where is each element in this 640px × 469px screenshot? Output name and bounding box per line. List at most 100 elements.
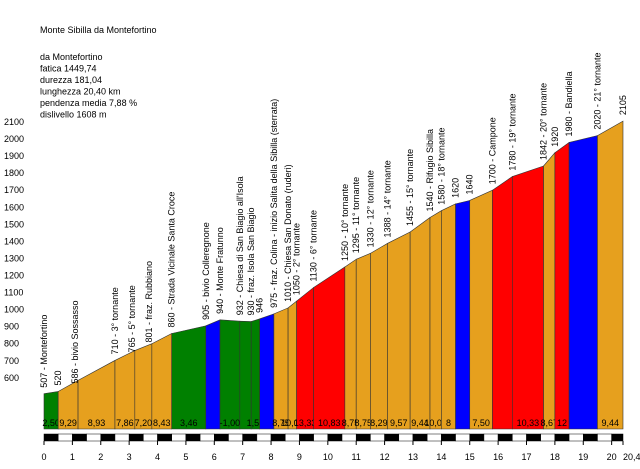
x-tick-label: 4 bbox=[155, 452, 160, 462]
distance-strip bbox=[43, 433, 59, 442]
profile-segment bbox=[370, 242, 388, 430]
x-tick-label: 19 bbox=[578, 452, 588, 462]
distance-strip bbox=[86, 433, 102, 442]
distance-strip bbox=[526, 433, 541, 442]
y-tick-label: 1600 bbox=[4, 202, 24, 212]
profile-segment bbox=[219, 319, 241, 430]
info-line: pendenza media 7,88 % bbox=[40, 98, 137, 108]
segment-label: 9,44 bbox=[411, 418, 429, 428]
distance-strip bbox=[384, 433, 400, 442]
profile-segment bbox=[344, 258, 357, 430]
y-tick-label: 1000 bbox=[4, 305, 24, 315]
segment-label: 7,86 bbox=[116, 418, 134, 428]
x-tick-label: 1 bbox=[70, 452, 75, 462]
waypoint-label: 507 - Montefortino bbox=[39, 315, 49, 388]
y-tick-label: 1300 bbox=[4, 253, 24, 263]
y-tick-label: 600 bbox=[4, 373, 19, 383]
waypoint-label: 940 - Monte Fratunno bbox=[215, 227, 225, 314]
profile-segment bbox=[492, 176, 513, 430]
waypoint-label: 1540 - Rifugio Sibilla bbox=[425, 129, 435, 212]
distance-strip bbox=[171, 433, 187, 442]
profile-segment bbox=[387, 231, 411, 430]
profile-segment bbox=[134, 343, 153, 430]
segment-label: 10,00 bbox=[281, 418, 304, 428]
waypoint-label: 2020 - 21° tornante bbox=[592, 52, 602, 129]
profile-segment bbox=[409, 216, 431, 430]
distance-strip bbox=[597, 433, 612, 442]
x-tick-label: 12 bbox=[380, 452, 390, 462]
segment-label: 9,29 bbox=[59, 418, 77, 428]
x-tick-label: 6 bbox=[212, 452, 217, 462]
distance-strip bbox=[57, 433, 73, 442]
segment-label: 8,75 bbox=[272, 418, 290, 428]
distance-strip bbox=[540, 433, 556, 442]
distance-strip bbox=[72, 433, 87, 442]
segment-label: 10,00 bbox=[424, 418, 447, 428]
distance-strip bbox=[355, 433, 371, 442]
distance-strip bbox=[270, 433, 286, 442]
distance-strip bbox=[228, 433, 243, 442]
y-tick-label: 1200 bbox=[4, 271, 24, 281]
segment-label: 8,75 bbox=[355, 418, 373, 428]
info-line: fatica 1449,74 bbox=[40, 64, 97, 74]
distance-strip bbox=[341, 433, 357, 442]
distance-strip bbox=[128, 433, 144, 442]
x-tick-label: 10 bbox=[323, 452, 333, 462]
x-tick-label: 18 bbox=[550, 452, 560, 462]
distance-strip bbox=[611, 433, 624, 442]
profile-segment bbox=[355, 252, 371, 430]
distance-strip bbox=[497, 433, 513, 442]
profile-segment bbox=[273, 307, 289, 430]
x-tick-label: 16 bbox=[493, 452, 503, 462]
x-tick-label: 13 bbox=[408, 452, 418, 462]
waypoint-label: 1700 - Campone bbox=[487, 117, 497, 184]
distance-strip bbox=[327, 433, 343, 442]
waypoint-label: 932 - Chiesa di San Biagio all'Isola bbox=[235, 176, 245, 315]
distance-strip bbox=[469, 433, 485, 442]
profile-segment bbox=[543, 151, 556, 430]
y-tick-label: 2100 bbox=[4, 117, 24, 127]
x-tick-label: 11 bbox=[352, 452, 361, 462]
waypoint-label: 1050 - 2° tornante bbox=[292, 223, 302, 295]
waypoint-label: 2105 bbox=[618, 95, 628, 115]
profile-segment bbox=[205, 319, 221, 430]
profile-segment bbox=[287, 300, 297, 430]
segment-label: 2,50 bbox=[42, 418, 60, 428]
segment-label: 9,57 bbox=[390, 418, 408, 428]
waypoint-label: 930 - fraz. Isola San Biagio bbox=[246, 207, 256, 315]
waypoint-label: 1920 bbox=[550, 127, 560, 147]
chart-title: Monte Sibilla da Montefortino bbox=[40, 25, 157, 35]
y-tick-label: 1500 bbox=[4, 219, 24, 229]
info-line: durezza 181,04 bbox=[40, 75, 102, 85]
segment-label: 8,67 bbox=[540, 418, 558, 428]
segment-label: 7,20 bbox=[135, 418, 153, 428]
distance-strip bbox=[199, 433, 215, 442]
profile-segment bbox=[455, 200, 471, 430]
waypoint-label: 1330 - 12° tornante bbox=[365, 170, 375, 247]
x-tick-label: 15 bbox=[465, 452, 475, 462]
profile-segment bbox=[296, 286, 314, 430]
x-tick-label: 5 bbox=[183, 452, 188, 462]
x-tick-label: 2 bbox=[98, 452, 103, 462]
waypoint-label: 1842 - 20° tornante bbox=[539, 83, 549, 160]
waypoint-label: 586 - bivio Sossasso bbox=[70, 300, 80, 383]
distance-strip bbox=[426, 433, 442, 442]
waypoint-label: 946 bbox=[255, 298, 265, 313]
segment-label: 12 bbox=[557, 418, 567, 428]
waypoint-label: 1980 - Bandiella bbox=[564, 71, 574, 136]
distance-strip bbox=[114, 433, 130, 442]
profile-segment bbox=[313, 266, 346, 430]
segment-label: 8 bbox=[446, 418, 451, 428]
x-tick-label: 7 bbox=[240, 452, 245, 462]
distance-strip bbox=[285, 433, 300, 442]
waypoint-label: 1455 - 15° tornante bbox=[405, 149, 415, 226]
y-tick-label: 1800 bbox=[4, 168, 24, 178]
profile-segment bbox=[250, 318, 261, 430]
x-tick-label: 0 bbox=[41, 452, 46, 462]
x-tick-label: 14 bbox=[436, 452, 446, 462]
y-tick-label: 1900 bbox=[4, 151, 24, 161]
distance-strip bbox=[313, 433, 329, 442]
distance-strip bbox=[214, 433, 229, 442]
waypoint-label: 765 - 5° tornante bbox=[127, 285, 137, 352]
